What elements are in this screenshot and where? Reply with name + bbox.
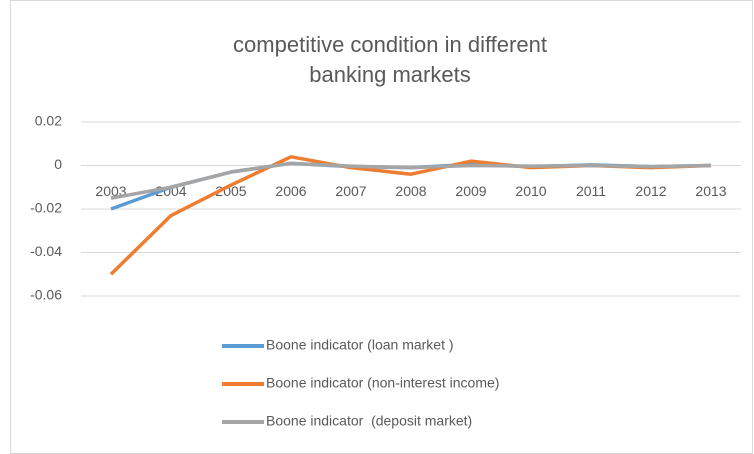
series-line	[109, 155, 712, 276]
y-tick-label: 0.02	[35, 113, 62, 129]
y-tick-label: -0.06	[30, 287, 62, 303]
x-tick-label: 2009	[455, 183, 486, 199]
x-tick-label: 2007	[335, 183, 366, 199]
x-tick-label: 2010	[515, 183, 546, 199]
legend-label: Boone indicator (loan market )	[266, 337, 454, 353]
y-tick-label: -0.04	[30, 243, 62, 259]
y-tick-label: 0	[54, 156, 62, 172]
series-line	[110, 161, 712, 200]
legend-label: Boone indicator (deposit market)	[266, 413, 472, 429]
y-tick-label: -0.02	[30, 200, 62, 216]
legend-label: Boone indicator (non-interest income)	[266, 375, 499, 391]
x-tick-label: 2011	[576, 183, 606, 199]
x-tick-label: 2006	[275, 183, 306, 199]
x-tick-label: 2013	[695, 183, 726, 199]
x-tick-label: 2012	[635, 183, 666, 199]
chart-title: competitive condition in different banki…	[233, 32, 547, 87]
x-tick-label: 2008	[395, 183, 426, 199]
